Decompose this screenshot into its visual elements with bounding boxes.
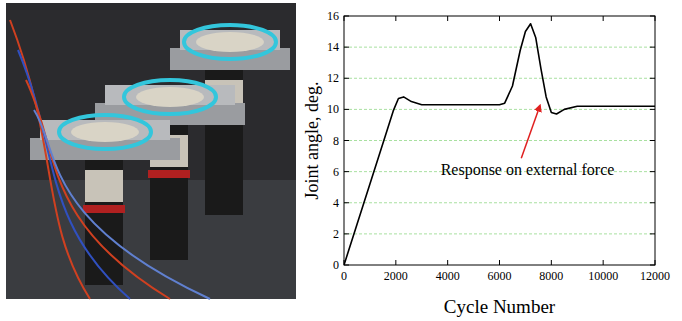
motor-label: [85, 170, 123, 202]
grid-line: [344, 202, 655, 203]
y-tick: [344, 16, 349, 17]
x-tick: [655, 260, 656, 265]
x-tick-label: 8000: [539, 269, 563, 283]
x-tick: [551, 260, 552, 265]
y-tick-right: [650, 140, 655, 141]
y-tick: [344, 202, 349, 203]
y-tick-label: 14: [327, 40, 339, 54]
y-tick-right: [650, 202, 655, 203]
y-tick-label: 6: [333, 165, 339, 179]
x-tick-label: 6000: [488, 269, 512, 283]
x-tick: [447, 260, 448, 265]
motor-band: [148, 170, 190, 178]
y-tick-label: 4: [333, 196, 339, 210]
annotation-arrow: [521, 106, 540, 159]
x-axis-title: Cycle Number: [444, 296, 556, 317]
grid-line: [344, 140, 655, 141]
y-tick-label: 2: [333, 227, 339, 241]
y-tick-right: [650, 233, 655, 234]
y-tick: [344, 140, 349, 141]
photo-panel: [6, 3, 296, 299]
x-tick-top: [344, 16, 345, 21]
photo-background: [6, 3, 296, 299]
y-tick-label: 16: [327, 9, 339, 23]
x-tick-top: [603, 16, 604, 21]
y-tick: [344, 233, 349, 234]
y-tick-label: 10: [327, 102, 339, 116]
sensor: [71, 122, 139, 142]
x-tick-top: [655, 16, 656, 21]
x-tick-label: 10000: [588, 269, 618, 283]
y-tick: [344, 78, 349, 79]
annotation: Response on external force: [441, 161, 615, 179]
highlight-ellipse: [59, 115, 151, 149]
y-tick-right: [650, 265, 655, 266]
x-tick-top: [395, 16, 396, 21]
grid-line: [344, 47, 655, 48]
x-tick-top: [499, 16, 500, 21]
x-tick-label: 4000: [436, 269, 460, 283]
x-tick: [344, 260, 345, 265]
y-tick-right: [650, 47, 655, 48]
x-tick-label: 0: [341, 269, 347, 283]
grid-line: [344, 109, 655, 110]
sensor: [196, 32, 264, 52]
y-tick-right: [650, 16, 655, 17]
y-tick: [344, 109, 349, 110]
x-tick: [603, 260, 604, 265]
x-tick-top: [551, 16, 552, 21]
data-line: [344, 24, 655, 265]
grid-line: [344, 78, 655, 79]
cable: [18, 50, 130, 299]
motor-band: [83, 205, 125, 213]
highlight-ellipse: [124, 80, 216, 114]
x-tick-label: 12000: [640, 269, 670, 283]
plot-area: [344, 24, 655, 265]
x-tick: [499, 260, 500, 265]
sensor: [136, 87, 204, 107]
cable: [34, 110, 210, 299]
x-tick: [395, 260, 396, 265]
highlight-ellipse: [184, 25, 276, 59]
figure: 0 2000 4000 6000 8000 10000 12000 0 2 4 6 8 10 12 14 16…: [0, 0, 682, 321]
y-tick-right: [650, 78, 655, 79]
x-tick-label: 2000: [384, 269, 408, 283]
y-tick: [344, 171, 349, 172]
y-tick: [344, 265, 349, 266]
y-axis-title: Joint angle, deg.: [302, 82, 322, 200]
y-tick-right: [650, 109, 655, 110]
y-tick: [344, 47, 349, 48]
x-tick-top: [447, 16, 448, 21]
plot-frame: [344, 16, 655, 265]
y-tick-right: [650, 171, 655, 172]
y-tick-label: 12: [327, 71, 339, 85]
y-tick-label: 8: [333, 134, 339, 148]
grid-line: [344, 233, 655, 234]
y-tick-label: 0: [333, 258, 339, 272]
